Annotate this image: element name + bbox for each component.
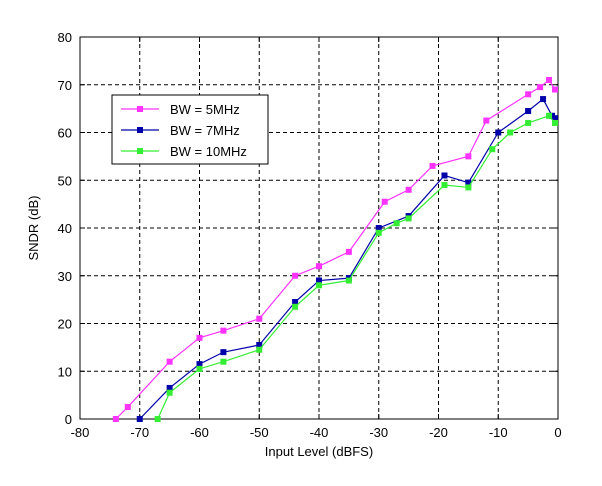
data-point bbox=[345, 248, 352, 255]
legend-entry: BW = 5MHz bbox=[121, 102, 240, 117]
y-tick-label: 40 bbox=[58, 221, 72, 236]
data-point bbox=[124, 404, 131, 411]
data-point bbox=[552, 119, 559, 126]
data-point bbox=[393, 220, 400, 227]
data-point bbox=[166, 358, 173, 365]
data-point bbox=[525, 119, 532, 126]
x-tick-label: -40 bbox=[310, 425, 329, 440]
y-axis-label: SNDR (dB) bbox=[26, 195, 41, 260]
data-point bbox=[256, 346, 263, 353]
data-point bbox=[495, 129, 502, 136]
data-point bbox=[441, 182, 448, 189]
data-point bbox=[220, 349, 227, 356]
legend-label: BW = 5MHz bbox=[170, 102, 240, 117]
data-point bbox=[375, 229, 382, 236]
data-point bbox=[552, 115, 559, 122]
data-point bbox=[220, 327, 227, 334]
series-3 bbox=[154, 112, 559, 422]
data-point bbox=[489, 146, 496, 153]
data-point bbox=[465, 153, 472, 160]
x-axis-ticks: -80 -70 -60 -50 -40 -30 -20 -10 0 bbox=[71, 37, 562, 440]
y-tick-label: 50 bbox=[58, 173, 72, 188]
legend-marker bbox=[137, 127, 143, 133]
legend-marker bbox=[137, 148, 143, 154]
data-point bbox=[292, 303, 299, 310]
data-point bbox=[154, 416, 161, 422]
data-point bbox=[220, 358, 227, 365]
data-point bbox=[405, 215, 412, 222]
legend-entry: BW = 10MHz bbox=[121, 144, 247, 159]
legend-items: BW = 5MHz BW = 7MHz BW = 10MHz bbox=[121, 102, 247, 159]
data-point bbox=[429, 162, 436, 169]
data-point bbox=[537, 84, 544, 91]
x-tick-label: -70 bbox=[130, 425, 149, 440]
x-tick-label: -80 bbox=[71, 425, 90, 440]
y-tick-label: 80 bbox=[58, 30, 72, 45]
y-tick-label: 30 bbox=[58, 269, 72, 284]
series-layer bbox=[112, 76, 559, 422]
data-point bbox=[292, 299, 299, 306]
data-point bbox=[196, 334, 203, 341]
data-point bbox=[136, 416, 143, 422]
data-point bbox=[345, 277, 352, 284]
data-point bbox=[316, 282, 322, 289]
x-tick-label: 0 bbox=[554, 425, 561, 440]
series-1 bbox=[112, 76, 559, 422]
data-point bbox=[256, 315, 263, 322]
data-point bbox=[316, 277, 322, 284]
x-tick-label: -20 bbox=[429, 425, 448, 440]
legend-label: BW = 7MHz bbox=[170, 123, 240, 138]
data-point bbox=[540, 96, 547, 103]
data-point bbox=[316, 263, 322, 270]
data-point bbox=[441, 172, 448, 179]
data-point bbox=[112, 416, 119, 422]
data-point bbox=[552, 86, 559, 93]
data-point bbox=[166, 389, 173, 396]
y-tick-label: 0 bbox=[65, 412, 72, 427]
y-tick-label: 70 bbox=[58, 78, 72, 93]
data-point bbox=[375, 225, 382, 231]
data-point bbox=[405, 186, 412, 193]
data-point bbox=[525, 108, 532, 115]
data-point bbox=[166, 384, 173, 391]
x-tick-label: -30 bbox=[369, 425, 388, 440]
legend: BW = 5MHz BW = 7MHz BW = 10MHz bbox=[111, 94, 269, 165]
y-axis-ticks: 0 10 20 30 40 50 60 70 80 bbox=[58, 30, 558, 427]
y-tick-label: 20 bbox=[58, 317, 72, 332]
data-point bbox=[465, 184, 472, 191]
data-point bbox=[381, 198, 388, 205]
data-point bbox=[256, 341, 263, 348]
data-point bbox=[292, 272, 299, 279]
x-axis-label: Input Level (dBFS) bbox=[265, 444, 373, 459]
legend-entry: BW = 7MHz bbox=[121, 123, 240, 138]
data-point bbox=[546, 112, 553, 119]
legend-marker bbox=[137, 106, 143, 112]
data-point bbox=[507, 129, 514, 136]
data-point bbox=[483, 117, 490, 124]
y-tick-label: 10 bbox=[58, 364, 72, 379]
data-point bbox=[546, 76, 553, 83]
data-point bbox=[196, 361, 203, 368]
data-point bbox=[196, 365, 203, 372]
y-tick-label: 60 bbox=[58, 126, 72, 141]
legend-label: BW = 10MHz bbox=[170, 144, 247, 159]
x-tick-label: -60 bbox=[190, 425, 209, 440]
data-point bbox=[525, 91, 532, 98]
data-point bbox=[465, 179, 472, 186]
x-tick-label: -50 bbox=[250, 425, 269, 440]
x-tick-label: -10 bbox=[489, 425, 508, 440]
